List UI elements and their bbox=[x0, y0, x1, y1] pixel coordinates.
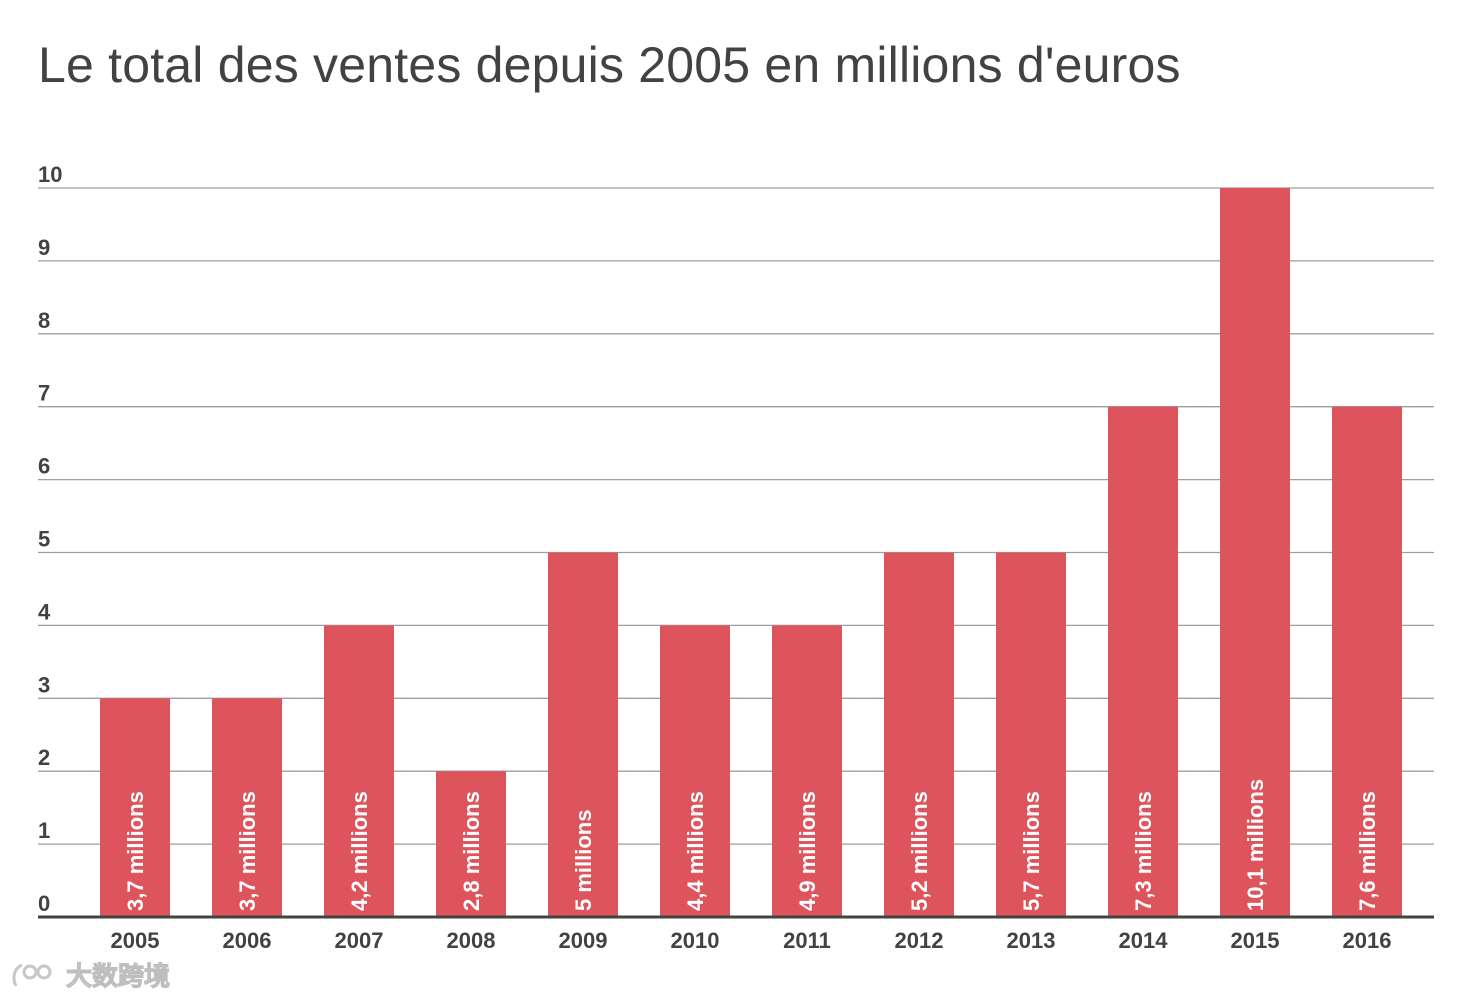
bar-2009 bbox=[548, 552, 618, 917]
y-tick-label: 7 bbox=[38, 381, 50, 406]
y-tick-label: 6 bbox=[38, 454, 50, 479]
x-tick-label-2007: 2007 bbox=[335, 928, 384, 953]
x-tick-label-2013: 2013 bbox=[1007, 928, 1056, 953]
y-tick-label: 3 bbox=[38, 672, 50, 697]
bar-2005 bbox=[100, 698, 170, 917]
y-tick-label: 5 bbox=[38, 527, 50, 552]
x-tick-label-2016: 2016 bbox=[1343, 928, 1392, 953]
x-tick-label-2006: 2006 bbox=[223, 928, 272, 953]
bar-2008 bbox=[436, 771, 506, 917]
x-tick-label-2008: 2008 bbox=[447, 928, 496, 953]
data-label-2015: 10,1 millions bbox=[1243, 779, 1268, 911]
data-label-2005: 3,7 millions bbox=[123, 791, 148, 911]
y-tick-label: 9 bbox=[38, 235, 50, 260]
bars bbox=[100, 188, 1402, 917]
bar-2012 bbox=[884, 552, 954, 917]
y-tick-label: 1 bbox=[38, 818, 50, 843]
watermark-logo-icon bbox=[12, 963, 52, 987]
bar-2010 bbox=[660, 625, 730, 917]
x-tick-label-2009: 2009 bbox=[559, 928, 608, 953]
data-label-2013: 5,7 millions bbox=[1019, 791, 1044, 911]
bar-2007 bbox=[324, 625, 394, 917]
bar-2013 bbox=[996, 552, 1066, 917]
bar-2016 bbox=[1332, 406, 1402, 917]
data-label-2011: 4,9 millions bbox=[795, 791, 820, 911]
y-tick-label: 0 bbox=[38, 891, 50, 916]
x-tick-label-2012: 2012 bbox=[895, 928, 944, 953]
x-tick-label-2005: 2005 bbox=[111, 928, 160, 953]
watermark: 大数跨境 bbox=[10, 956, 171, 993]
y-tick-label: 4 bbox=[38, 599, 51, 624]
bar-2015 bbox=[1220, 188, 1290, 917]
x-tick-label-2010: 2010 bbox=[671, 928, 720, 953]
watermark-text: 大数跨境 bbox=[65, 962, 171, 993]
x-tick-label-2011: 2011 bbox=[783, 928, 831, 953]
data-label-2014: 7,3 millions bbox=[1131, 791, 1156, 911]
bar-2006 bbox=[212, 698, 282, 917]
x-tick-label-2014: 2014 bbox=[1119, 928, 1169, 953]
bar-2011 bbox=[772, 625, 842, 917]
y-tick-label: 8 bbox=[38, 308, 50, 333]
data-labels: 3,7 millions 3,7 millions 4,2 millions 2,8 … bbox=[123, 779, 1380, 911]
data-label-2010: 4,4 millions bbox=[683, 791, 708, 911]
data-label-2009: 5 millions bbox=[571, 810, 596, 911]
bar-2014 bbox=[1108, 406, 1178, 917]
data-label-2012: 5,2 millions bbox=[907, 791, 932, 911]
data-label-2006: 3,7 millions bbox=[235, 791, 260, 911]
data-label-2008: 2,8 millions bbox=[459, 791, 484, 911]
x-tick-label-2015: 2015 bbox=[1231, 928, 1280, 953]
y-tick-label: 2 bbox=[38, 745, 50, 770]
y-axis-ticks: 0 1 2 3 4 5 6 7 8 9 10 bbox=[38, 162, 62, 916]
data-label-2007: 4,2 millions bbox=[347, 791, 372, 911]
chart-title: Le total des ventes depuis 2005 en milli… bbox=[38, 37, 1181, 93]
y-tick-label: 10 bbox=[38, 162, 62, 187]
data-label-2016: 7,6 millions bbox=[1355, 791, 1380, 911]
x-axis-ticks: 2005 2006 2007 2008 2009 2010 2011 2012 2013 2014… bbox=[111, 928, 1392, 953]
